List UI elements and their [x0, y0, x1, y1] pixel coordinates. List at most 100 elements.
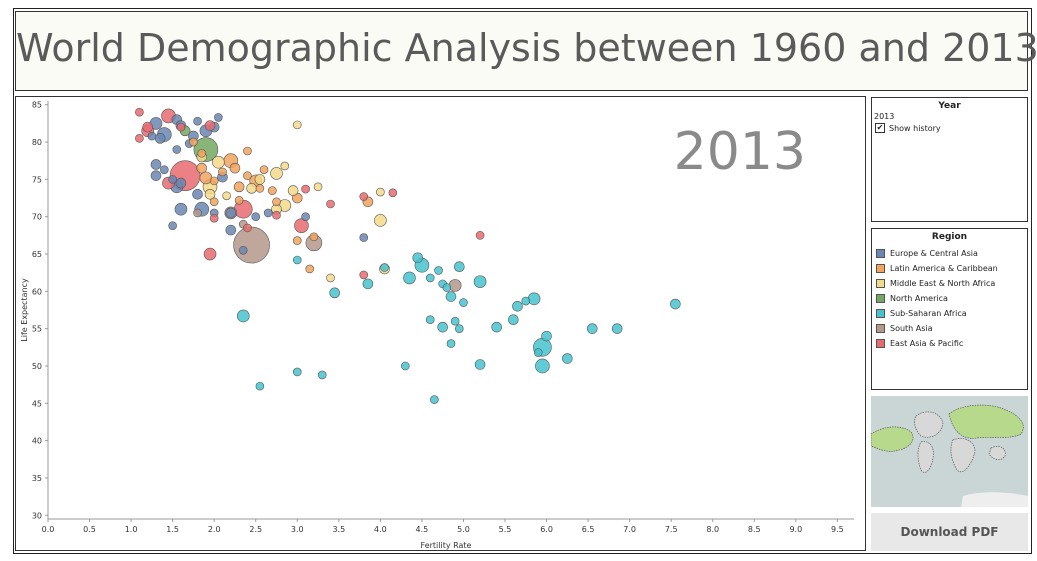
data-point[interactable] [292, 120, 302, 130]
data-point[interactable] [150, 170, 162, 181]
data-point[interactable] [238, 245, 248, 255]
data-point[interactable] [292, 236, 302, 245]
data-point[interactable] [243, 146, 252, 156]
data-point[interactable] [388, 188, 398, 198]
data-point[interactable] [287, 185, 299, 196]
data-point[interactable] [459, 298, 468, 307]
data-point[interactable] [168, 221, 177, 230]
data-point[interactable] [175, 177, 187, 189]
data-point[interactable] [150, 159, 162, 170]
data-point[interactable] [222, 191, 231, 201]
scatter-chart[interactable]: 2013 30 35 40 45 50 55 60 65 70 75 80 85 0.0 0.5 1.0 1.5… [16, 97, 865, 550]
data-point[interactable] [197, 148, 207, 158]
data-point[interactable] [263, 208, 273, 218]
data-point[interactable] [214, 113, 223, 122]
data-point[interactable] [229, 162, 241, 174]
data-point[interactable] [280, 161, 290, 171]
data-point[interactable] [270, 167, 283, 180]
data-point[interactable] [562, 353, 573, 364]
data-point[interactable] [209, 213, 219, 223]
data-point[interactable] [425, 273, 435, 283]
data-point[interactable] [359, 192, 369, 201]
legend-item[interactable]: Latin America & Caribbean [876, 261, 1027, 276]
data-point[interactable] [362, 278, 374, 290]
data-point[interactable] [508, 314, 519, 326]
data-point[interactable] [445, 291, 457, 302]
download-pdf-button[interactable]: Download PDF [871, 513, 1028, 551]
data-point[interactable] [434, 266, 443, 275]
data-point[interactable] [294, 218, 309, 233]
data-point[interactable] [176, 122, 186, 132]
data-point[interactable] [218, 167, 227, 177]
data-point[interactable] [512, 300, 523, 312]
data-point[interactable] [521, 296, 531, 306]
data-point[interactable] [430, 395, 439, 404]
data-point[interactable] [172, 145, 182, 154]
data-point[interactable] [147, 131, 157, 141]
data-point[interactable] [292, 367, 302, 377]
data-point[interactable] [209, 176, 219, 186]
data-point[interactable] [305, 264, 315, 274]
data-point[interactable] [425, 315, 435, 325]
legend-item[interactable]: Middle East & North Africa [876, 276, 1027, 291]
data-point[interactable] [243, 171, 252, 180]
data-point[interactable] [446, 339, 456, 348]
show-history-toggle[interactable]: ✔ Show history [875, 123, 1027, 133]
data-point[interactable] [670, 298, 681, 310]
data-point[interactable] [196, 162, 208, 174]
data-point[interactable] [236, 309, 250, 323]
data-point[interactable] [309, 232, 319, 242]
data-point[interactable] [454, 261, 465, 273]
data-point[interactable] [475, 231, 485, 240]
data-point[interactable] [329, 287, 340, 299]
data-point[interactable] [317, 370, 327, 380]
data-point[interactable] [301, 212, 310, 221]
data-point[interactable] [292, 255, 302, 265]
data-point[interactable] [233, 226, 270, 264]
data-point[interactable] [246, 183, 257, 194]
data-point[interactable] [135, 134, 144, 143]
data-point[interactable] [189, 137, 198, 147]
data-point[interactable] [225, 207, 237, 219]
data-point[interactable] [376, 187, 385, 197]
data-point[interactable] [586, 323, 598, 334]
data-point[interactable] [255, 184, 265, 193]
legend-item[interactable]: South Asia [876, 321, 1027, 336]
data-point[interactable] [474, 359, 486, 370]
data-point[interactable] [193, 208, 202, 218]
data-point[interactable] [209, 197, 219, 207]
data-point[interactable] [174, 202, 188, 216]
data-point[interactable] [251, 212, 261, 221]
data-point[interactable] [491, 321, 503, 333]
data-point[interactable] [255, 381, 265, 391]
data-point[interactable] [374, 214, 387, 227]
data-point[interactable] [473, 275, 487, 288]
data-point[interactable] [380, 263, 389, 272]
data-point[interactable] [272, 210, 281, 220]
data-point[interactable] [192, 189, 203, 200]
data-point[interactable] [168, 175, 177, 184]
data-point[interactable] [535, 358, 550, 374]
legend-item[interactable]: Europe & Central Asia [876, 246, 1027, 261]
data-point[interactable] [272, 197, 281, 207]
data-point[interactable] [160, 165, 169, 174]
data-point[interactable] [442, 283, 452, 292]
data-point[interactable] [455, 324, 464, 333]
data-point[interactable] [234, 195, 244, 205]
data-point[interactable] [450, 316, 460, 326]
data-point[interactable] [527, 292, 541, 306]
data-point[interactable] [142, 121, 154, 133]
world-map-thumbnail[interactable] [871, 396, 1028, 507]
data-point[interactable] [243, 223, 252, 233]
data-point[interactable] [437, 321, 448, 333]
data-point[interactable] [541, 330, 552, 342]
data-point[interactable] [611, 323, 623, 334]
data-point[interactable] [254, 174, 266, 185]
data-point[interactable] [154, 133, 166, 144]
data-point[interactable] [212, 155, 225, 169]
data-point[interactable] [204, 120, 216, 131]
data-point[interactable] [400, 361, 410, 371]
data-point[interactable] [204, 189, 216, 200]
legend-item[interactable]: Sub-Saharan Africa [876, 306, 1027, 321]
legend-item[interactable]: East Asia & Pacific [876, 336, 1027, 351]
